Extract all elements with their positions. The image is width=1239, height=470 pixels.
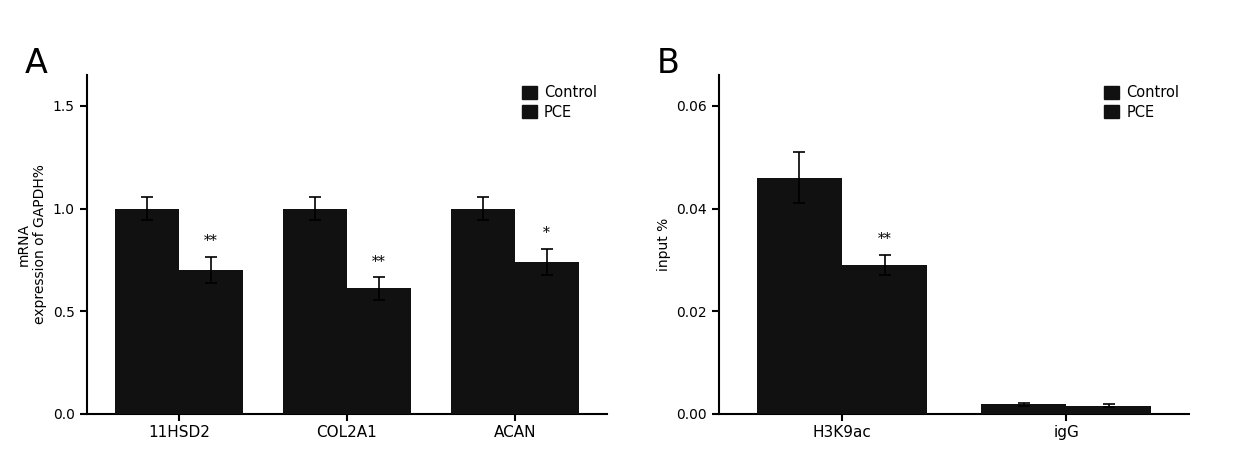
- Bar: [451, 209, 514, 414]
- Bar: [180, 270, 243, 414]
- Text: B: B: [657, 47, 679, 80]
- Y-axis label: input %: input %: [657, 218, 670, 271]
- Bar: [347, 289, 410, 414]
- Legend: Control, PCE: Control, PCE: [1101, 83, 1182, 123]
- Bar: [981, 404, 1066, 414]
- Text: *: *: [543, 226, 550, 240]
- Text: A: A: [25, 47, 47, 80]
- Text: **: **: [877, 232, 891, 246]
- Legend: Control, PCE: Control, PCE: [519, 83, 600, 123]
- Bar: [514, 262, 579, 414]
- Bar: [284, 209, 347, 414]
- Text: **: **: [204, 234, 218, 248]
- Y-axis label: mRNA
expression of GAPDH%: mRNA expression of GAPDH%: [17, 164, 47, 324]
- Bar: [843, 265, 927, 414]
- Bar: [115, 209, 180, 414]
- Bar: [757, 178, 843, 414]
- Bar: [1066, 406, 1151, 414]
- Text: **: **: [372, 255, 385, 269]
